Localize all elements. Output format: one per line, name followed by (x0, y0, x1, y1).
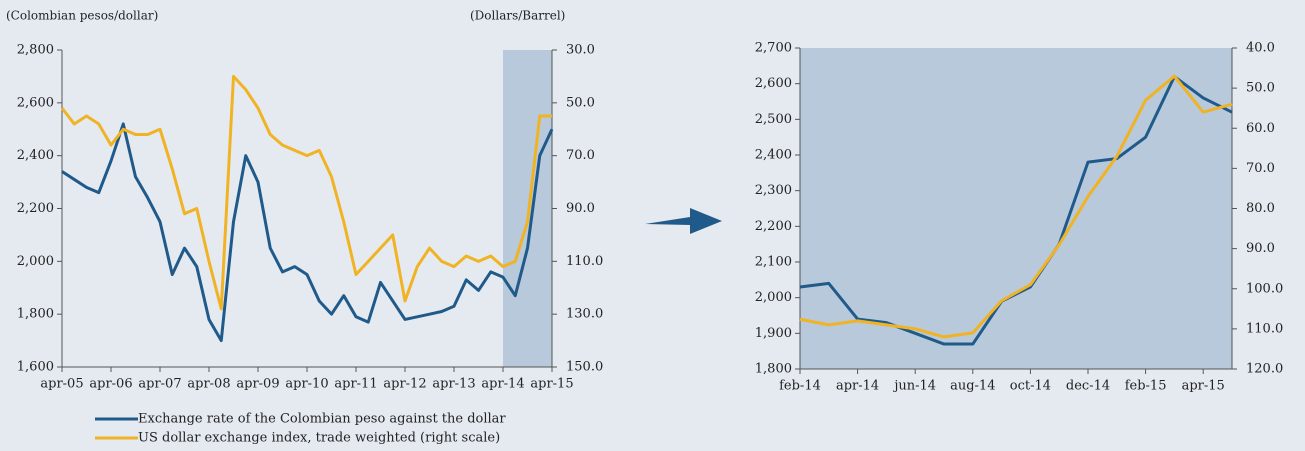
y2-tick-label: 70.0 (1246, 161, 1275, 176)
legend-label: US dollar exchange index, trade weighted… (138, 431, 500, 446)
y-tick-label: 2,800 (17, 43, 54, 58)
arrow (645, 208, 722, 234)
y2-tick-label: 110.0 (1246, 321, 1283, 336)
y-tick-label: 2,300 (755, 183, 792, 198)
shaded-period (800, 48, 1232, 369)
y2-tick-label: 40.0 (1246, 41, 1275, 56)
y2-tick-label: 120.0 (1246, 362, 1283, 377)
x-tick-label: apr-13 (432, 377, 475, 392)
x-tick-label: apr-06 (89, 377, 132, 392)
series-line (799, 74, 1233, 339)
y-tick-label: 2,700 (755, 41, 792, 56)
shaded-period (503, 50, 552, 367)
y2-tick-label: 70.0 (566, 148, 595, 163)
y-tick-label: 2,400 (755, 148, 792, 163)
x-tick-label: apr-15 (1182, 379, 1225, 394)
y-tick-label: 2,200 (755, 219, 792, 234)
x-tick-label: oct-14 (1010, 379, 1051, 394)
y2-tick-label: 90.0 (566, 201, 595, 216)
legend-label: Exchange rate of the Colombian peso agai… (138, 412, 506, 427)
x-tick-label: apr-08 (187, 377, 230, 392)
y2-tick-label: 150.0 (566, 360, 603, 375)
y2-tick-label: 50.0 (1246, 81, 1275, 96)
series-line (60, 74, 552, 311)
series-line (61, 122, 554, 343)
x-tick-label: apr-11 (334, 377, 377, 392)
y-tick-label: 1,800 (755, 362, 792, 377)
y2-tick-label: 110.0 (566, 254, 603, 269)
y-tick-label: 2,000 (17, 254, 54, 269)
x-tick-label: apr-14 (836, 379, 879, 394)
y2-tick-label: 60.0 (1246, 121, 1275, 136)
x-tick-label: apr-09 (236, 377, 279, 392)
x-tick-label: apr-07 (138, 377, 181, 392)
y-tick-label: 2,600 (17, 95, 54, 110)
y2-tick-label: 50.0 (566, 95, 595, 110)
x-tick-label: apr-10 (285, 377, 328, 392)
y-tick-label: 1,800 (17, 307, 54, 322)
x-tick-label: apr-15 (530, 377, 573, 392)
x-tick-label: feb-14 (779, 379, 821, 394)
x-tick-label: aug-14 (950, 379, 995, 394)
x-tick-label: dec-14 (1066, 379, 1110, 394)
x-tick-label: apr-14 (481, 377, 524, 392)
x-tick-label: apr-12 (383, 377, 426, 392)
y2-tick-label: 100.0 (1246, 281, 1283, 296)
y-axis-label: (Colombian pesos/dollar) (6, 9, 158, 23)
y-tick-label: 1,600 (17, 360, 54, 375)
y2-tick-label: 130.0 (566, 307, 603, 322)
y-tick-label: 2,000 (755, 290, 792, 305)
y-tick-label: 2,400 (17, 148, 54, 163)
y-tick-label: 1,900 (755, 326, 792, 341)
y-tick-label: 2,100 (755, 255, 792, 270)
y-tick-label: 2,200 (17, 201, 54, 216)
y2-tick-label: 80.0 (1246, 201, 1275, 216)
x-tick-label: jun-14 (892, 379, 936, 394)
y2-axis-label: (Dollars/Barrel) (470, 9, 565, 23)
x-tick-label: feb-15 (1125, 379, 1167, 394)
y2-tick-label: 30.0 (566, 43, 595, 58)
y2-tick-label: 90.0 (1246, 241, 1275, 256)
y-tick-label: 2,600 (755, 76, 792, 91)
y-tick-label: 2,500 (755, 112, 792, 127)
x-tick-label: apr-05 (40, 377, 83, 392)
